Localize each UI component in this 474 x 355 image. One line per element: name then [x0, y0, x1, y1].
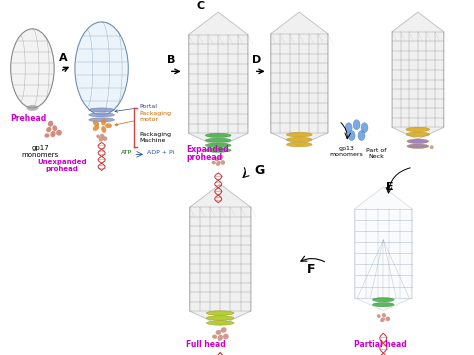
Text: Expanded: Expanded	[187, 146, 229, 154]
Text: ATP: ATP	[121, 151, 133, 155]
Text: Portal: Portal	[115, 104, 157, 112]
Ellipse shape	[75, 22, 128, 115]
Ellipse shape	[430, 145, 434, 149]
Ellipse shape	[286, 132, 312, 137]
Ellipse shape	[99, 137, 103, 142]
Ellipse shape	[385, 317, 390, 321]
Ellipse shape	[406, 132, 430, 137]
Text: Prehead: Prehead	[11, 114, 47, 123]
Polygon shape	[271, 12, 328, 146]
Ellipse shape	[101, 119, 106, 125]
Ellipse shape	[206, 316, 234, 320]
Ellipse shape	[206, 311, 234, 315]
Text: Full head: Full head	[186, 340, 225, 349]
Ellipse shape	[93, 125, 99, 131]
Ellipse shape	[105, 123, 112, 128]
Ellipse shape	[100, 134, 104, 138]
Polygon shape	[189, 12, 248, 147]
Text: prohead: prohead	[46, 166, 79, 172]
Ellipse shape	[205, 138, 231, 142]
Ellipse shape	[11, 29, 54, 108]
Polygon shape	[355, 187, 412, 311]
Ellipse shape	[216, 161, 220, 166]
Text: G: G	[255, 164, 265, 177]
Ellipse shape	[377, 314, 381, 318]
Ellipse shape	[380, 317, 385, 322]
Ellipse shape	[46, 127, 52, 132]
Ellipse shape	[345, 123, 352, 133]
Text: Partial head: Partial head	[354, 340, 406, 349]
Ellipse shape	[205, 143, 231, 147]
Ellipse shape	[206, 321, 234, 325]
Ellipse shape	[56, 130, 62, 136]
Ellipse shape	[205, 133, 231, 137]
Ellipse shape	[27, 105, 38, 111]
Ellipse shape	[382, 313, 386, 317]
Ellipse shape	[101, 126, 106, 133]
Ellipse shape	[407, 139, 428, 143]
Ellipse shape	[96, 135, 100, 138]
Ellipse shape	[373, 297, 394, 302]
Text: A: A	[59, 54, 68, 64]
Text: F: F	[307, 263, 316, 276]
Text: Unexpanded: Unexpanded	[37, 159, 87, 165]
Ellipse shape	[218, 335, 223, 341]
Ellipse shape	[89, 118, 114, 122]
Polygon shape	[392, 12, 444, 139]
Ellipse shape	[406, 127, 430, 132]
Text: Part of: Part of	[366, 148, 386, 153]
Ellipse shape	[373, 302, 394, 307]
Ellipse shape	[93, 121, 99, 126]
Text: B: B	[167, 55, 175, 65]
Text: monomers: monomers	[22, 152, 59, 158]
Ellipse shape	[48, 121, 53, 127]
Ellipse shape	[215, 157, 219, 161]
Text: Packaging
motor: Packaging motor	[115, 111, 171, 126]
Text: Neck: Neck	[368, 154, 384, 159]
Ellipse shape	[212, 334, 217, 339]
Ellipse shape	[219, 155, 223, 159]
Ellipse shape	[348, 131, 355, 141]
Ellipse shape	[103, 136, 107, 141]
Text: monomers: monomers	[330, 152, 364, 157]
Ellipse shape	[286, 142, 312, 147]
Ellipse shape	[358, 131, 365, 141]
Polygon shape	[190, 184, 251, 325]
Ellipse shape	[216, 330, 221, 335]
Ellipse shape	[220, 160, 225, 165]
Ellipse shape	[50, 131, 55, 137]
Ellipse shape	[89, 108, 114, 112]
Text: Packaging: Packaging	[139, 132, 171, 137]
Text: D: D	[252, 55, 261, 65]
Ellipse shape	[211, 161, 216, 164]
Text: Machine: Machine	[139, 137, 165, 142]
Text: prohead: prohead	[187, 153, 223, 162]
Ellipse shape	[45, 133, 49, 138]
Ellipse shape	[52, 125, 57, 131]
Ellipse shape	[89, 113, 114, 117]
Text: gp17: gp17	[31, 146, 49, 152]
Text: ADP + Pi: ADP + Pi	[147, 151, 174, 155]
Ellipse shape	[223, 334, 229, 339]
Ellipse shape	[286, 137, 312, 142]
Ellipse shape	[361, 123, 368, 133]
Ellipse shape	[407, 144, 428, 148]
Text: gp13: gp13	[339, 146, 355, 152]
Ellipse shape	[353, 120, 360, 130]
Ellipse shape	[205, 148, 231, 152]
Text: E: E	[386, 182, 394, 192]
Text: C: C	[197, 1, 205, 11]
Ellipse shape	[220, 327, 227, 333]
